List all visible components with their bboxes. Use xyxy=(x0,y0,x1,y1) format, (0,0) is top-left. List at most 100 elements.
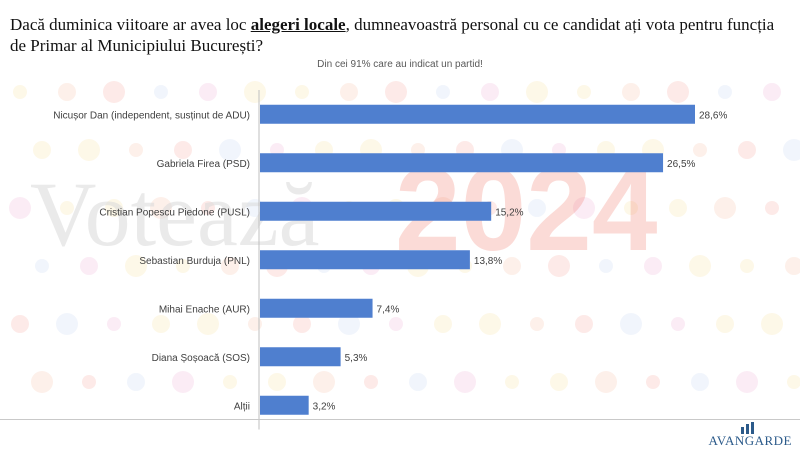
watermark-dot xyxy=(313,371,335,393)
watermark-dot xyxy=(620,313,642,335)
watermark-dot xyxy=(550,373,568,391)
footer-divider xyxy=(0,419,800,420)
watermark-dot xyxy=(761,313,783,335)
data-label: 13,8% xyxy=(474,256,502,267)
watermark-dot xyxy=(103,81,125,103)
watermark-dot xyxy=(221,257,239,275)
data-label: 5,3% xyxy=(345,353,368,364)
data-label: 26,5% xyxy=(667,159,695,170)
watermark-dot xyxy=(199,83,217,101)
watermark-dot xyxy=(736,371,758,393)
watermark-dot xyxy=(152,315,170,333)
watermark-dot xyxy=(787,375,800,389)
watermark-dot xyxy=(364,375,378,389)
category-label: Nicușor Dan (independent, susținut de AD… xyxy=(53,110,250,121)
bar xyxy=(260,153,664,173)
watermark-dot xyxy=(548,255,570,277)
watermark-dot xyxy=(528,199,546,217)
watermark-dot xyxy=(454,371,476,393)
watermark-dot xyxy=(340,83,358,101)
watermark-dot xyxy=(526,81,548,103)
watermark-dot xyxy=(765,201,779,215)
watermark-dot xyxy=(9,197,31,219)
watermark-dot xyxy=(127,373,145,391)
watermark-dot xyxy=(479,313,501,335)
watermark-dot xyxy=(693,143,707,157)
watermark-dot xyxy=(646,375,660,389)
data-label: 3,2% xyxy=(313,401,336,412)
category-label: Cristian Popescu Piedone (PUSL) xyxy=(99,207,250,218)
watermark-dot xyxy=(785,257,800,275)
question-title-start: Dacă duminica viitoare ar avea loc xyxy=(10,15,251,34)
watermark-dot xyxy=(481,83,499,101)
watermark-dot xyxy=(11,315,29,333)
watermark-dot xyxy=(219,139,241,161)
watermark-dot xyxy=(107,317,121,331)
watermark-dot xyxy=(599,259,613,273)
bar xyxy=(260,298,373,318)
watermark-dot xyxy=(293,315,311,333)
watermark-dot xyxy=(595,371,617,393)
watermark-dot xyxy=(669,199,687,217)
watermark-dot xyxy=(172,371,194,393)
watermark-dot xyxy=(575,315,593,333)
watermark-dot xyxy=(573,197,595,219)
watermark-dot xyxy=(409,373,427,391)
watermark-dot xyxy=(223,375,237,389)
watermark-dot xyxy=(385,81,407,103)
category-label: Mihai Enache (AUR) xyxy=(159,304,250,315)
bar xyxy=(260,250,470,270)
watermark-dot xyxy=(105,199,123,217)
watermark-dot xyxy=(244,81,266,103)
watermark-dot xyxy=(150,197,172,219)
watermark-dot xyxy=(718,85,732,99)
watermark-dot xyxy=(689,255,711,277)
watermark-dot xyxy=(738,141,756,159)
logo-icon xyxy=(741,422,754,434)
watermark-dot xyxy=(154,85,168,99)
watermark-dot xyxy=(125,255,147,277)
question-title-end: , dumneavoastră personal cu ce candidat … xyxy=(10,15,775,55)
watermark-dot xyxy=(174,141,192,159)
question-title: Dacă duminica viitoare ar avea loc alege… xyxy=(10,14,790,56)
watermark-dot xyxy=(622,83,640,101)
watermark-dot xyxy=(671,317,685,331)
watermark-dot xyxy=(82,375,96,389)
category-label: Alții xyxy=(234,401,250,412)
bar xyxy=(260,395,309,415)
watermark-dot xyxy=(201,201,215,215)
watermark-dot xyxy=(740,259,754,273)
logo-text: AVANGARDE xyxy=(708,433,792,448)
watermark-dot xyxy=(691,373,709,391)
watermark-dot xyxy=(434,315,452,333)
watermark-dot xyxy=(60,201,74,215)
watermark-dot xyxy=(783,139,800,161)
watermark-dot xyxy=(389,317,403,331)
watermark-dot xyxy=(31,371,53,393)
chart-subtitle: Din cei 91% care au indicat un partid! xyxy=(317,59,483,70)
watermark-dot xyxy=(13,85,27,99)
question-title-highlight: alegeri locale xyxy=(250,15,346,34)
avangarde-logo: AVANGARDE xyxy=(682,420,792,450)
watermark-dot xyxy=(176,259,190,273)
data-label: 15,2% xyxy=(495,207,523,218)
bar xyxy=(260,347,341,367)
watermark-dot xyxy=(503,257,521,275)
watermark-dot xyxy=(763,83,781,101)
watermark-dot xyxy=(624,201,638,215)
watermark-dot xyxy=(35,259,49,273)
watermark-dot xyxy=(716,315,734,333)
category-label: Sebastian Burduja (PNL) xyxy=(139,256,250,267)
watermark-dot xyxy=(58,83,76,101)
watermark-dot xyxy=(644,257,662,275)
watermark-dot xyxy=(33,141,51,159)
watermark-dot xyxy=(577,85,591,99)
bar xyxy=(260,104,695,124)
watermark-dot xyxy=(667,81,689,103)
data-label: 28,6% xyxy=(699,110,727,121)
category-label: Diana Șoșoacă (SOS) xyxy=(152,353,250,364)
watermark-dot xyxy=(530,317,544,331)
watermark-dot xyxy=(129,143,143,157)
bar xyxy=(260,201,492,221)
